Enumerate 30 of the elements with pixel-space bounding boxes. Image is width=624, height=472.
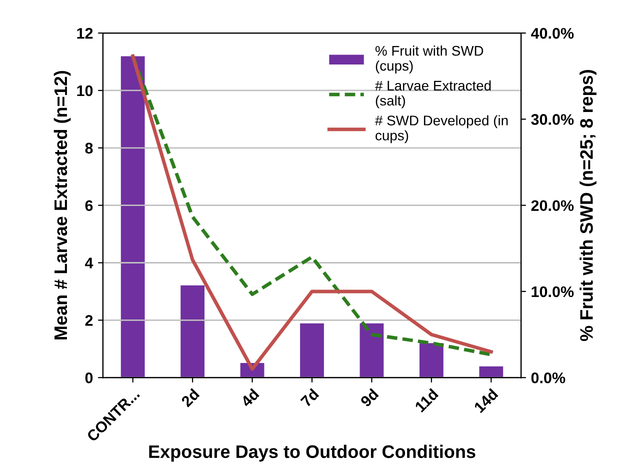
legend-label: # Larvae Extracted (salt) [375,80,491,108]
bar [180,285,204,378]
x-tick-label: 4d [240,388,260,408]
y-axis-title: Mean # Larvae Extracted (n=12) [54,70,71,340]
y2-tick-label: 10.0% [532,286,574,298]
y-tick-label: 8 [85,142,93,154]
legend-label: % Fruit with SWD (cups) [375,46,484,74]
y2-tick-label: 20.0% [531,200,574,212]
x-tick-label: 2d [180,388,200,408]
x-tick-label: 14d [473,388,498,414]
y-tick-label: 0 [85,372,93,384]
x-tick-label: 7d [300,388,320,408]
y2-axis-title: % Fruit with SWD (n=25; 8 reps) [580,70,596,342]
bar [360,323,384,378]
x-tick-label: 11d [414,388,439,413]
legend-label: # SWD Developed (in cups) [375,115,508,144]
y2-tick-label: 30.0% [531,114,574,125]
bar [300,323,324,378]
y2-tick-label: 0.0% [531,372,566,384]
y-tick-label: 2 [85,315,93,326]
bar [420,343,444,378]
x-tick-label: 9d [359,388,379,408]
bar [120,56,145,378]
y-tick-label: 12 [77,28,93,39]
bar [479,366,504,378]
x-axis-title: Exposure Days to Outdoor Conditions [149,444,476,462]
y-tick-label: 4 [84,258,94,268]
y-tick-label: 10 [77,85,93,96]
y2-tick-label: 40.0% [530,28,574,39]
y-tick-label: 6 [85,200,93,212]
